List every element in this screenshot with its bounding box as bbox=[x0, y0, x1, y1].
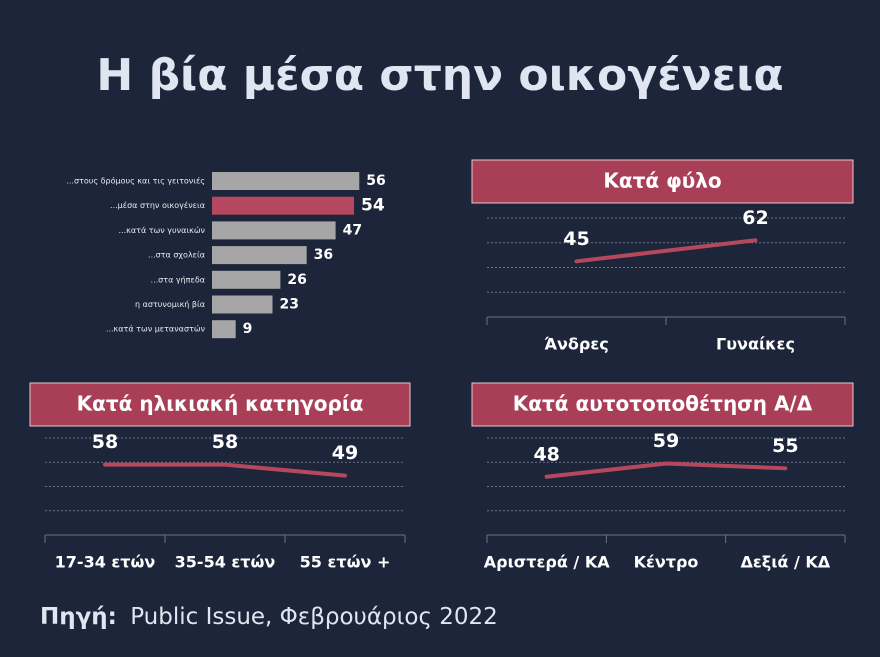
x-tick-label: Δεξιά / ΚΔ bbox=[740, 553, 830, 572]
bar-label: ...στα σχολεία bbox=[148, 251, 205, 260]
value-label: 23 bbox=[279, 297, 298, 313]
series-line bbox=[103, 462, 347, 478]
value-label: 45 bbox=[563, 228, 589, 250]
value-label: 36 bbox=[314, 247, 333, 263]
page-title: Η βία μέσα στην οικογένεια bbox=[96, 50, 783, 101]
series-line bbox=[574, 238, 758, 264]
value-label: 59 bbox=[653, 430, 679, 452]
bar bbox=[212, 246, 307, 265]
value-label: 26 bbox=[287, 272, 306, 288]
source-label: Πηγή: bbox=[40, 604, 117, 630]
value-label: 49 bbox=[332, 442, 358, 464]
value-label: 58 bbox=[92, 431, 118, 453]
bar-label: η αστυνομική βία bbox=[135, 300, 205, 309]
x-tick-label: 17-34 ετών bbox=[55, 553, 156, 572]
bar bbox=[212, 270, 281, 289]
bar bbox=[212, 295, 273, 314]
bar bbox=[212, 320, 236, 339]
value-label: 55 bbox=[772, 435, 798, 457]
value-label: 54 bbox=[361, 196, 385, 216]
x-tick-label: Γυναίκες bbox=[716, 335, 795, 354]
bar-label: ...στους δρόμους και τις γειτονιές bbox=[66, 176, 205, 186]
panel-header bbox=[471, 382, 854, 427]
x-tick-label: 55 ετών + bbox=[300, 553, 391, 572]
value-label: 9 bbox=[243, 321, 253, 337]
bar bbox=[212, 196, 355, 215]
panel-title: Κατά φύλο bbox=[603, 169, 721, 193]
panel-header bbox=[471, 159, 854, 204]
bar-label: ...κατά των μεταναστών bbox=[106, 324, 206, 334]
x-tick-label: Κέντρο bbox=[634, 553, 699, 572]
source: Πηγή: Public Issue, Φεβρουάριος 2022 bbox=[40, 604, 498, 630]
source-text: Public Issue, Φεβρουάριος 2022 bbox=[130, 604, 498, 630]
bar-label: ...μέσα στην οικογένεια bbox=[110, 200, 205, 210]
value-label: 48 bbox=[533, 443, 559, 465]
panel-header bbox=[29, 382, 411, 427]
bar bbox=[212, 221, 336, 240]
value-label: 58 bbox=[212, 431, 238, 453]
value-label: 47 bbox=[343, 222, 362, 238]
bar-label: ...κατά των γυναικών bbox=[119, 225, 206, 235]
x-tick-label: Αριστερά / ΚΑ bbox=[484, 553, 610, 572]
value-label: 56 bbox=[366, 173, 385, 189]
x-tick-label: Άνδρες bbox=[544, 335, 609, 354]
panel-title: Κατά ηλικιακή κατηγορία bbox=[77, 392, 364, 416]
bar-label: ...στα γήπεδα bbox=[151, 275, 205, 284]
x-tick-label: 35-54 ετών bbox=[175, 553, 276, 572]
series-line bbox=[544, 461, 788, 479]
value-label: 62 bbox=[742, 207, 768, 229]
panel-title: Κατά αυτοτοποθέτηση Α/Δ bbox=[513, 392, 813, 416]
bar bbox=[212, 172, 360, 190]
